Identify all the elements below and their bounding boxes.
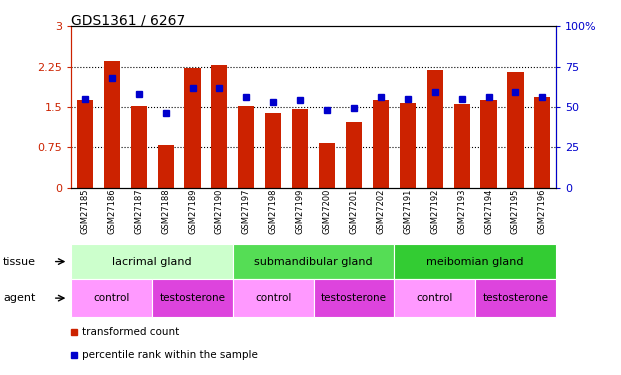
Bar [314, 279, 394, 317]
Text: percentile rank within the sample: percentile rank within the sample [82, 350, 258, 360]
Bar [346, 122, 362, 188]
Bar [238, 106, 255, 188]
Bar [71, 279, 152, 317]
Bar [481, 100, 497, 188]
Text: submandibular gland: submandibular gland [254, 256, 373, 267]
Text: GSM27186: GSM27186 [107, 189, 116, 234]
Bar [427, 70, 443, 188]
Text: GSM27189: GSM27189 [188, 189, 197, 234]
Text: GSM27197: GSM27197 [242, 189, 251, 234]
Bar [453, 104, 469, 188]
Text: GSM27195: GSM27195 [511, 189, 520, 234]
Text: testosterone: testosterone [160, 293, 225, 303]
Text: GSM27201: GSM27201 [350, 189, 358, 234]
Text: GSM27191: GSM27191 [403, 189, 412, 234]
Bar [534, 97, 550, 188]
Text: testosterone: testosterone [483, 293, 548, 303]
Text: testosterone: testosterone [321, 293, 387, 303]
Text: agent: agent [3, 293, 35, 303]
Bar [394, 244, 556, 279]
Bar [233, 279, 314, 317]
Bar [152, 279, 233, 317]
Bar [211, 66, 227, 188]
Text: control: control [255, 293, 291, 303]
Text: GSM27194: GSM27194 [484, 189, 493, 234]
Text: GSM27198: GSM27198 [269, 189, 278, 234]
Bar [104, 61, 120, 188]
Bar [373, 100, 389, 188]
Text: GSM27202: GSM27202 [376, 189, 386, 234]
Bar [292, 109, 308, 188]
Text: GSM27187: GSM27187 [134, 189, 143, 234]
Bar [158, 144, 174, 188]
Text: GSM27192: GSM27192 [430, 189, 439, 234]
Bar [233, 244, 394, 279]
Bar [475, 279, 556, 317]
Text: control: control [94, 293, 130, 303]
Text: GSM27196: GSM27196 [538, 189, 547, 234]
Bar [130, 106, 147, 188]
Bar [400, 103, 416, 188]
Bar [507, 72, 524, 188]
Bar [265, 113, 281, 188]
Text: GSM27199: GSM27199 [296, 189, 305, 234]
Text: GSM27190: GSM27190 [215, 189, 224, 234]
Text: GSM27185: GSM27185 [80, 189, 89, 234]
Text: meibomian gland: meibomian gland [426, 256, 524, 267]
Text: GSM27193: GSM27193 [457, 189, 466, 234]
Bar [184, 68, 201, 188]
Bar [394, 279, 475, 317]
Text: control: control [417, 293, 453, 303]
Bar [77, 100, 93, 188]
Text: GSM27200: GSM27200 [322, 189, 332, 234]
Text: GSM27188: GSM27188 [161, 189, 170, 234]
Text: tissue: tissue [3, 256, 36, 267]
Text: GDS1361 / 6267: GDS1361 / 6267 [71, 13, 186, 27]
Bar [71, 244, 233, 279]
Bar [319, 143, 335, 188]
Text: lacrimal gland: lacrimal gland [112, 256, 192, 267]
Text: transformed count: transformed count [82, 327, 179, 338]
